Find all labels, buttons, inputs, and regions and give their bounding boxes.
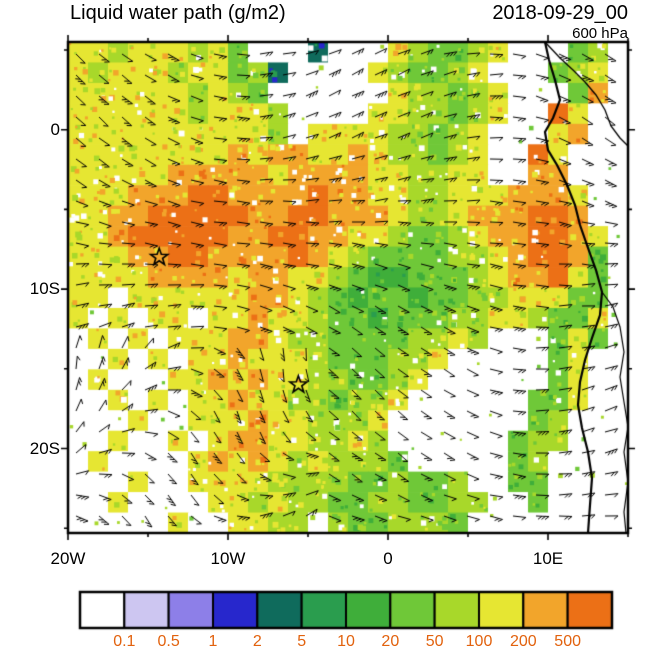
- colorbar-tick-label: 2: [252, 633, 262, 650]
- colorbar-tick-label: 20: [381, 633, 400, 650]
- colorbar-tick-label: 0.5: [157, 633, 180, 650]
- x-axis-tick-label: 10E: [532, 549, 564, 568]
- colorbar-tick-label: 5: [297, 633, 307, 650]
- plot-datetime: 2018-09-29_00: [492, 2, 628, 24]
- x-axis-tick-label: 10W: [210, 549, 246, 568]
- colorbar-tick-label: 10: [337, 633, 355, 650]
- y-axis-tick-label: 20S: [29, 438, 60, 458]
- colorbar-tick-label: 200: [509, 633, 537, 650]
- colorbar-tick-label: 50: [425, 633, 444, 650]
- colorbar-tick-label: 500: [554, 633, 582, 650]
- colorbar-tick-label: 100: [465, 633, 493, 650]
- y-axis-tick-label: 10S: [29, 279, 60, 299]
- colorbar-tick-label: 1: [208, 633, 218, 650]
- x-axis-tick-label: 20W: [50, 549, 86, 568]
- x-axis-tick-label: 0: [383, 549, 393, 568]
- colorbar-tick-label: 0.1: [113, 633, 136, 650]
- pressure-level-label: 600 hPa: [572, 25, 628, 42]
- y-axis-tick-label: 0: [50, 119, 60, 139]
- plot-title: Liquid water path (g/m2): [70, 2, 286, 24]
